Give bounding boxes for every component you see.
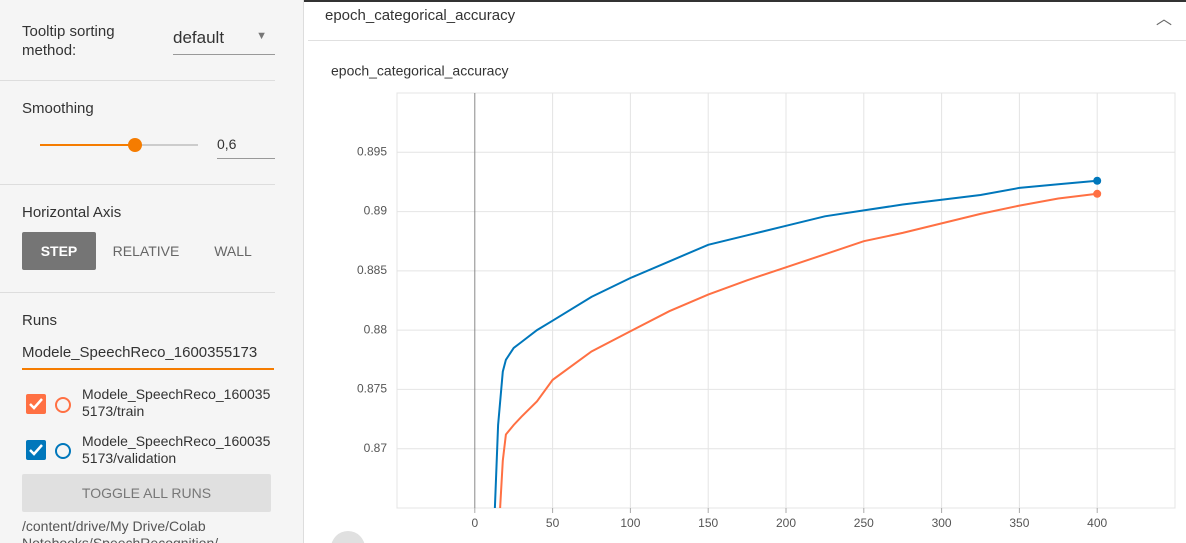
run-color [55, 443, 71, 459]
end-point [1093, 176, 1102, 185]
tooltip-value: default [173, 28, 225, 47]
x-tick-label: 350 [1009, 516, 1029, 530]
tooltip-select[interactable]: default ▼ [173, 28, 275, 55]
top-border [0, 0, 1186, 2]
chart: epoch_categorical_accuracy 0.87 0.875 0.88… [331, 63, 1176, 543]
runs-label: Runs [22, 312, 58, 329]
run-color [55, 397, 71, 413]
run-name: Modele_SpeechReco_1600355173/validation [82, 433, 271, 466]
run-name: Modele_SpeechReco_1600355173/train [82, 386, 271, 419]
collapse-icon[interactable]: ︿ [1155, 11, 1172, 28]
x-tick-label: 150 [698, 516, 718, 530]
run-checkbox[interactable] [26, 394, 46, 414]
slider-fill [40, 144, 135, 146]
card-header: epoch_categorical_accuracy ︿ [308, 2, 1186, 41]
divider [0, 80, 275, 81]
toolbar-icon[interactable] [331, 531, 365, 543]
axis-button[interactable]: WALL [214, 243, 252, 259]
y-tick-label: 0.89 [364, 204, 388, 218]
x-tick-label: 0 [471, 516, 478, 530]
toggle-all-button[interactable]: TOGGLE ALL RUNS [22, 474, 271, 512]
runs-filter[interactable]: Modele_SpeechReco_1600355173 [22, 344, 274, 370]
y-tick-label: 0.88 [364, 322, 388, 336]
divider [0, 184, 275, 185]
series-line [493, 179, 1098, 508]
x-tick-label: 200 [776, 516, 796, 530]
smoothing-label: Smoothing [22, 100, 94, 117]
smoothing-input[interactable]: 0,6 [217, 136, 275, 159]
chart-title: epoch_categorical_accuracy [331, 63, 508, 79]
end-point [1093, 189, 1102, 198]
card-title: epoch_categorical_accuracy [325, 7, 516, 24]
slider-knob[interactable] [127, 138, 142, 152]
sidebar: Tooltip sorting method: default ▼ Smoothi… [0, 0, 304, 543]
y-tick-label: 0.875 [357, 382, 387, 396]
log-dir: /content/drive/My Drive/Colab Notebooks/… [22, 518, 219, 543]
y-tick-label: 0.895 [357, 144, 387, 158]
x-tick-label: 50 [546, 516, 560, 530]
x-tick-label: 100 [620, 516, 640, 530]
run-checkbox[interactable] [26, 440, 46, 460]
y-tick-label: 0.87 [364, 441, 388, 455]
axis-button[interactable]: RELATIVE [112, 243, 180, 259]
axis-label: Horizontal Axis [22, 204, 122, 221]
x-tick-label: 250 [854, 516, 874, 530]
divider [0, 292, 275, 293]
y-tick-label: 0.885 [357, 263, 387, 277]
x-tick-label: 300 [932, 516, 952, 530]
axis-button[interactable]: STEP [22, 232, 96, 270]
tooltip-label: Tooltip sorting method: [22, 23, 115, 59]
series-line [499, 192, 1098, 508]
x-tick-label: 400 [1087, 516, 1107, 530]
